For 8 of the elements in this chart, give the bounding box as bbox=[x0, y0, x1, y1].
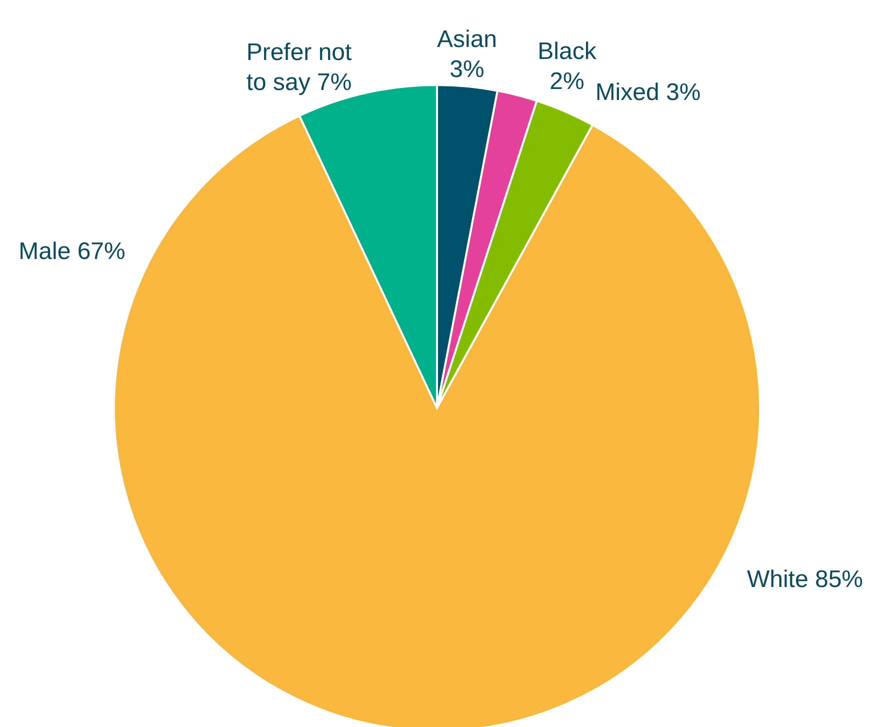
data-label: 3% bbox=[450, 56, 484, 83]
data-label: 2% bbox=[550, 68, 584, 95]
slice-label: Prefer not to say 7% bbox=[246, 39, 352, 96]
slice-label: Mixed 3% bbox=[595, 79, 701, 106]
slice-label: Black bbox=[538, 38, 598, 65]
slice-label: White 85% bbox=[746, 566, 864, 593]
slice-label: Asian bbox=[436, 26, 498, 53]
text: Male 67% bbox=[18, 238, 126, 265]
